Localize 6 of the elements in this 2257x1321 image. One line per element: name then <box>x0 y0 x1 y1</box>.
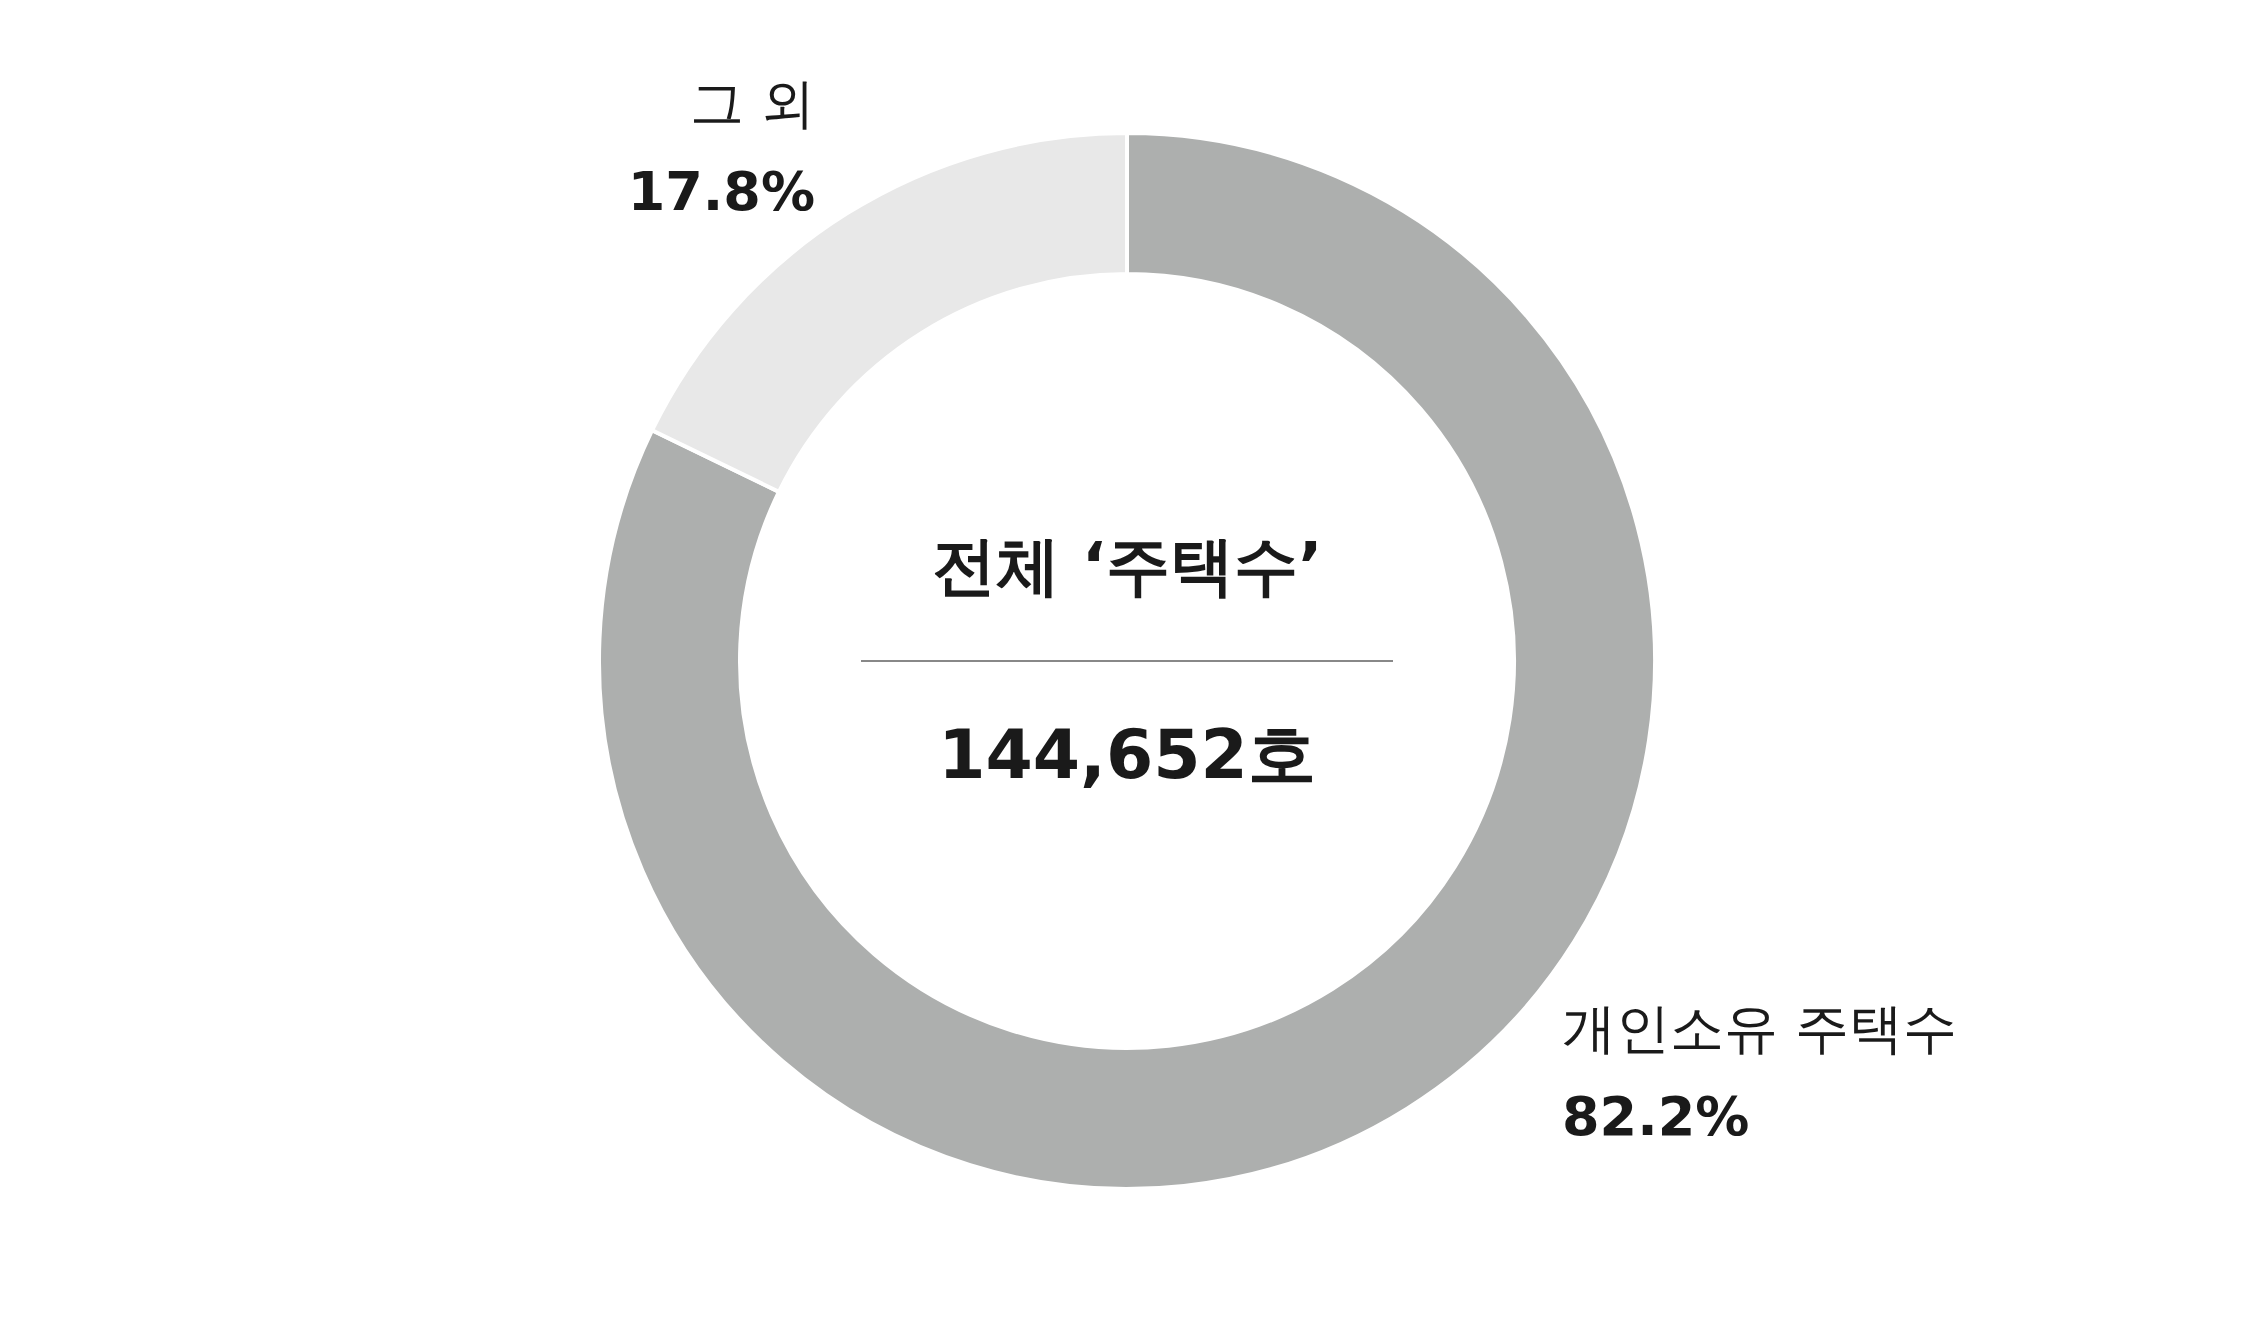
data-label: 17.8% <box>627 160 815 223</box>
text: 전체 ‘주택수’ <box>931 529 1323 603</box>
slice-label: 개인소유 주택수 <box>1562 997 1958 1060</box>
data-label: 82.2% <box>1562 1085 1750 1148</box>
slice-label: 그 외 <box>689 72 815 135</box>
text: 144,652호 <box>938 715 1316 794</box>
